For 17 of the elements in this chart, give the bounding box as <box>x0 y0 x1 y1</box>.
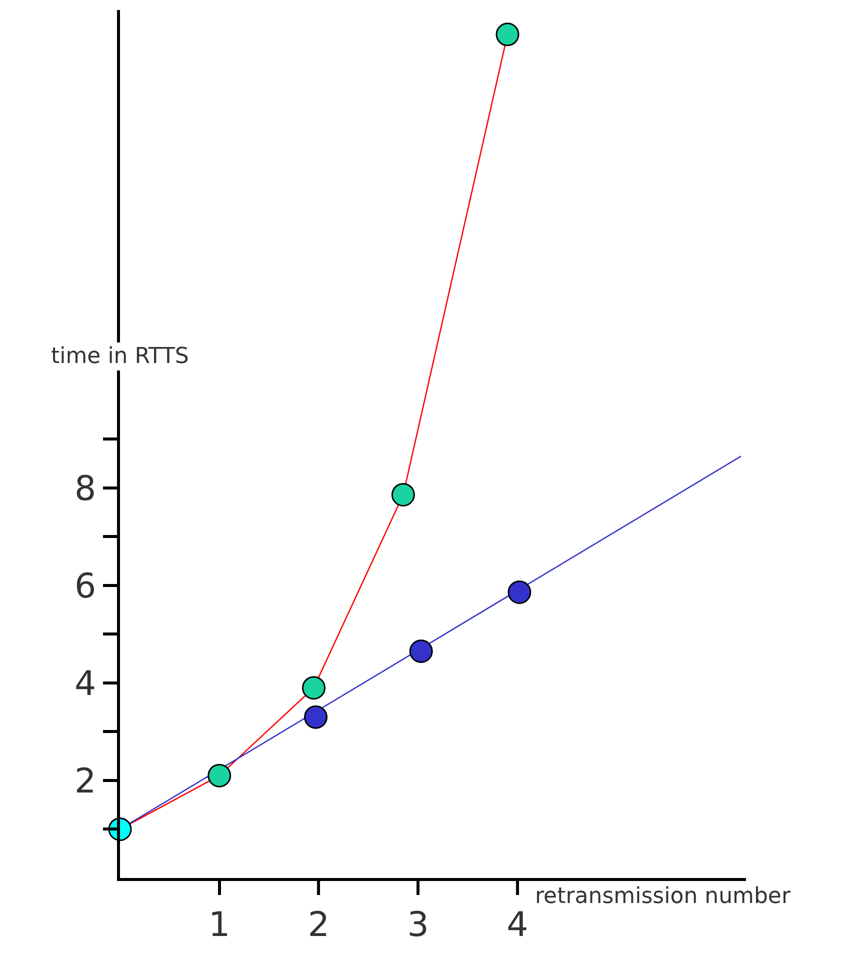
x-tick-label: 4 <box>506 904 528 945</box>
y-axis-title: time in RTTS <box>51 344 189 369</box>
x-axis-title: retransmission number <box>535 884 792 909</box>
y-tick-label: 6 <box>74 566 96 606</box>
point <box>508 580 532 604</box>
x-tick-label: 2 <box>308 904 330 945</box>
point <box>391 482 415 506</box>
point <box>208 764 232 788</box>
y-tick-label: 8 <box>74 468 96 509</box>
point <box>304 705 328 729</box>
x-tick-label: 3 <box>407 904 429 945</box>
point <box>302 676 326 700</box>
y-tick-label: 2 <box>74 761 96 802</box>
point <box>496 22 520 46</box>
point <box>409 640 433 663</box>
y-tick-label: 4 <box>74 664 96 704</box>
x-tick-label: 1 <box>208 904 230 945</box>
